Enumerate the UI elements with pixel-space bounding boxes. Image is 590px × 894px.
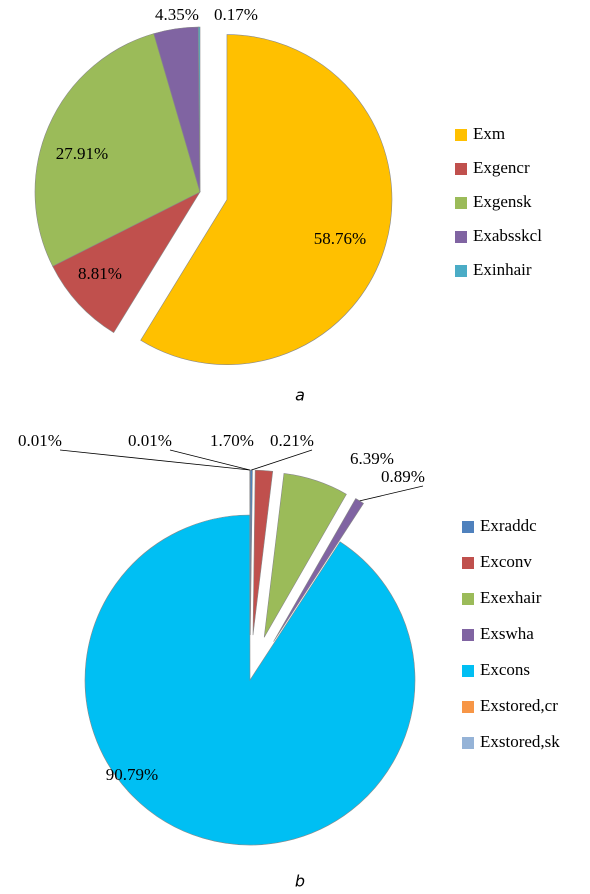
data-label: 27.91% [56, 144, 108, 163]
legend-swatch [462, 737, 474, 749]
pie-slice [249, 469, 253, 636]
data-label: 0.01% [128, 431, 172, 450]
leader-line [59, 449, 250, 471]
leader-line [359, 485, 424, 502]
caption: a [295, 386, 305, 405]
data-label: 58.76% [314, 229, 366, 248]
legend-swatch [462, 557, 474, 569]
caption: b [295, 872, 305, 891]
pie-slice [252, 469, 274, 636]
legend-label: Exabsskcl [473, 226, 542, 245]
data-label: 0.21% [270, 431, 314, 450]
legend-label: Exstored,sk [480, 732, 560, 751]
data-label: 0.89% [381, 467, 425, 486]
pie-slice [140, 34, 393, 365]
legend-label: Exgensk [473, 192, 532, 211]
legend-label: Exraddc [480, 516, 537, 535]
data-label: 4.35% [155, 5, 199, 24]
data-label: 1.70% [210, 431, 254, 450]
data-label: 0.01% [18, 431, 62, 450]
legend-label: Exexhair [480, 588, 542, 607]
pie-slice [84, 514, 416, 846]
legend-label: Exinhair [473, 260, 532, 279]
data-label: 6.39% [350, 449, 394, 468]
legend-swatch [462, 521, 474, 533]
data-label: 90.79% [106, 765, 158, 784]
legend-swatch [462, 593, 474, 605]
legend-label: Excons [480, 660, 530, 679]
data-label: 0.17% [214, 5, 258, 24]
pie-slice [52, 191, 201, 334]
legend-swatch [455, 163, 467, 175]
legend-swatch [462, 629, 474, 641]
legend-swatch [455, 265, 467, 277]
legend-swatch [455, 197, 467, 209]
legend-label: Exm [473, 124, 505, 143]
legend-label: Exgencr [473, 158, 530, 177]
pie-slice [34, 33, 201, 267]
legend-swatch [455, 231, 467, 243]
legend-label: Exconv [480, 552, 532, 571]
leader-line [169, 449, 250, 471]
legend-label: Exstored,cr [480, 696, 558, 715]
data-label: 8.81% [78, 264, 122, 283]
legend-swatch [462, 665, 474, 677]
leader-line [251, 449, 313, 471]
pie-slice [197, 26, 201, 193]
legend-label: Exswha [480, 624, 534, 643]
legend-swatch [462, 701, 474, 713]
pie-slice [263, 473, 347, 638]
legend-swatch [455, 129, 467, 141]
